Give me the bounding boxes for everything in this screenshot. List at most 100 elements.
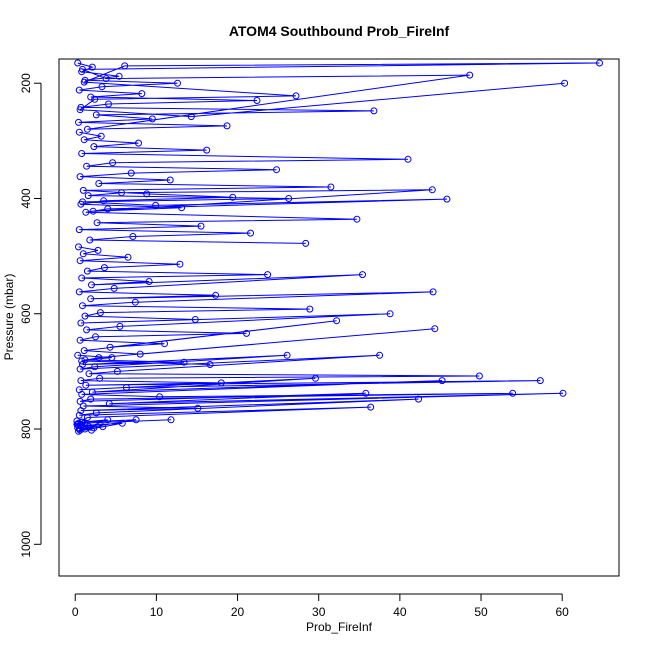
data-point xyxy=(80,78,88,86)
data-point xyxy=(359,271,366,279)
data-point xyxy=(75,243,82,251)
data-point xyxy=(75,86,83,94)
data-point xyxy=(306,305,314,313)
data-point xyxy=(431,325,439,333)
data-point xyxy=(197,222,205,230)
data-point xyxy=(87,295,95,303)
data-point xyxy=(217,379,225,387)
y-tick-label: 200 xyxy=(19,73,33,93)
data-point xyxy=(118,189,125,197)
data-point xyxy=(333,317,341,325)
data-point xyxy=(96,309,104,317)
data-point xyxy=(148,115,156,123)
data-point xyxy=(145,278,153,285)
data-point xyxy=(113,367,121,375)
data-point xyxy=(466,71,474,79)
data-point xyxy=(75,411,83,419)
data-point xyxy=(127,169,135,177)
data-point xyxy=(87,395,95,403)
data-point xyxy=(223,122,231,130)
data-point xyxy=(76,106,84,114)
data-point xyxy=(178,204,186,212)
data-point xyxy=(115,72,123,80)
data-point xyxy=(88,388,96,396)
data-point xyxy=(76,336,84,344)
data-point xyxy=(122,384,130,391)
data-point xyxy=(104,205,112,213)
data-point xyxy=(135,139,142,147)
data-point xyxy=(386,310,394,318)
data-point xyxy=(75,226,83,234)
data-point xyxy=(110,284,118,292)
data-point xyxy=(80,347,88,355)
data-point xyxy=(559,389,567,397)
data-point xyxy=(86,236,94,244)
data-point xyxy=(428,186,436,194)
y-axis-label: Pressure (mbar) xyxy=(2,274,16,361)
data-point xyxy=(285,195,293,202)
data-point xyxy=(561,79,569,87)
data-point xyxy=(88,281,95,289)
data-point xyxy=(77,377,85,385)
data-point xyxy=(93,219,101,227)
data-point xyxy=(75,128,83,136)
data-point xyxy=(138,90,146,98)
data-point xyxy=(77,319,85,327)
data-point xyxy=(75,118,82,126)
data-point xyxy=(83,267,91,275)
data-point xyxy=(104,416,112,424)
data-point xyxy=(438,377,446,385)
data-point xyxy=(143,190,151,198)
data-point xyxy=(98,83,106,91)
series-line xyxy=(79,131,447,244)
data-point xyxy=(191,316,199,323)
x-axis-label: Prob_FireInf xyxy=(306,620,373,634)
data-point xyxy=(82,381,90,389)
x-tick-label: 50 xyxy=(474,605,488,619)
data-point xyxy=(105,400,113,408)
data-point xyxy=(161,340,168,348)
data-point xyxy=(88,63,96,71)
series-line xyxy=(76,354,564,424)
data-point xyxy=(83,414,91,421)
x-tick-label: 60 xyxy=(556,605,570,619)
data-point xyxy=(302,239,310,247)
data-point xyxy=(74,59,82,67)
x-tick-label: 20 xyxy=(231,605,245,619)
data-point xyxy=(509,389,517,397)
data-point xyxy=(212,291,220,299)
data-point xyxy=(97,132,105,140)
data-point xyxy=(95,180,103,187)
data-point xyxy=(106,343,114,351)
data-point xyxy=(90,143,98,151)
data-point xyxy=(362,389,370,397)
data-point xyxy=(75,288,83,296)
data-point xyxy=(75,427,82,435)
data-point xyxy=(475,372,483,380)
data-point xyxy=(76,257,84,265)
data-point xyxy=(105,100,112,108)
data-point xyxy=(92,111,100,119)
data-point xyxy=(167,416,175,424)
data-point xyxy=(353,215,361,223)
series-line xyxy=(78,246,435,365)
data-point xyxy=(91,95,99,103)
data-point xyxy=(180,358,188,366)
data-point xyxy=(88,426,95,434)
data-point xyxy=(73,420,81,428)
data-point xyxy=(92,333,99,341)
data-point xyxy=(79,302,86,310)
data-point xyxy=(76,426,84,434)
data-point xyxy=(429,288,437,296)
data-point xyxy=(90,424,98,432)
data-point xyxy=(166,176,174,184)
data-point xyxy=(415,395,422,403)
data-point xyxy=(443,195,451,203)
y-tick-label: 800 xyxy=(19,419,33,439)
data-point xyxy=(99,423,107,431)
data-point xyxy=(100,197,108,205)
data-layer xyxy=(73,59,603,435)
data-point xyxy=(74,424,82,432)
data-point xyxy=(264,271,272,279)
